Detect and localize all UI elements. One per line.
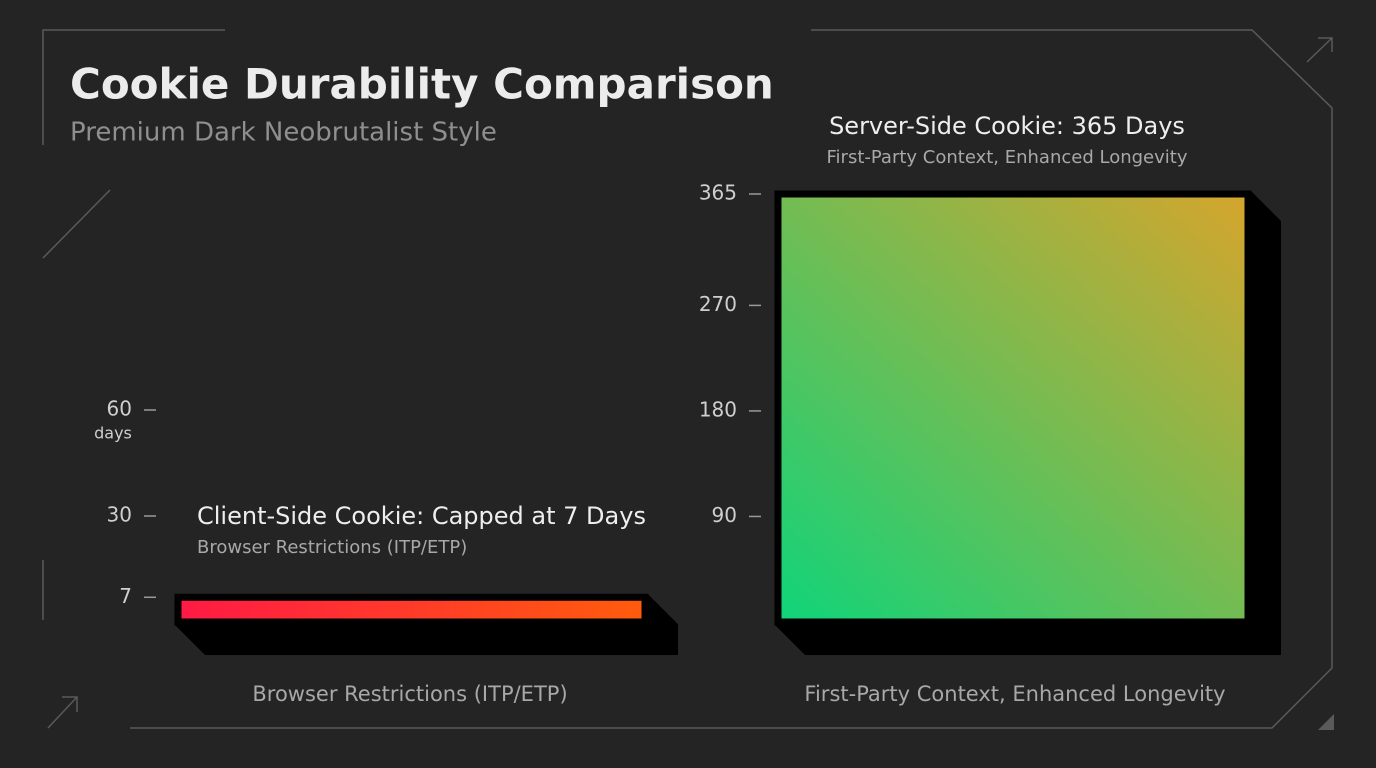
- y-tick-label: 30: [107, 503, 132, 527]
- page-title: Cookie Durability Comparison: [70, 60, 774, 109]
- y-tick-label: 90: [712, 503, 737, 527]
- bar: [174, 593, 649, 626]
- panel-title: Server-Side Cookie: 365 Days: [829, 112, 1185, 140]
- bar: [774, 190, 1252, 626]
- corner-arrow: [47, 37, 1333, 729]
- y-tick-label: 7: [119, 584, 132, 608]
- y-tick-label: 60: [107, 397, 132, 421]
- y-tick-label: 365: [699, 181, 737, 205]
- y-tick-label: 270: [699, 292, 737, 316]
- panel-title: Client-Side Cookie: Capped at 7 Days: [197, 502, 646, 530]
- frame: [42, 29, 1333, 729]
- y-unit-label: days: [94, 424, 132, 443]
- x-axis-label: First-Party Context, Enhanced Longevity: [804, 682, 1225, 706]
- corner-mark: [1318, 714, 1334, 730]
- page-subtitle: Premium Dark Neobrutalist Style: [70, 118, 497, 148]
- x-axis-label: Browser Restrictions (ITP/ETP): [252, 682, 567, 706]
- panel-subtitle: Browser Restrictions (ITP/ETP): [197, 537, 467, 558]
- panel-subtitle: First-Party Context, Enhanced Longevity: [827, 147, 1188, 168]
- y-tick-label: 180: [699, 397, 737, 421]
